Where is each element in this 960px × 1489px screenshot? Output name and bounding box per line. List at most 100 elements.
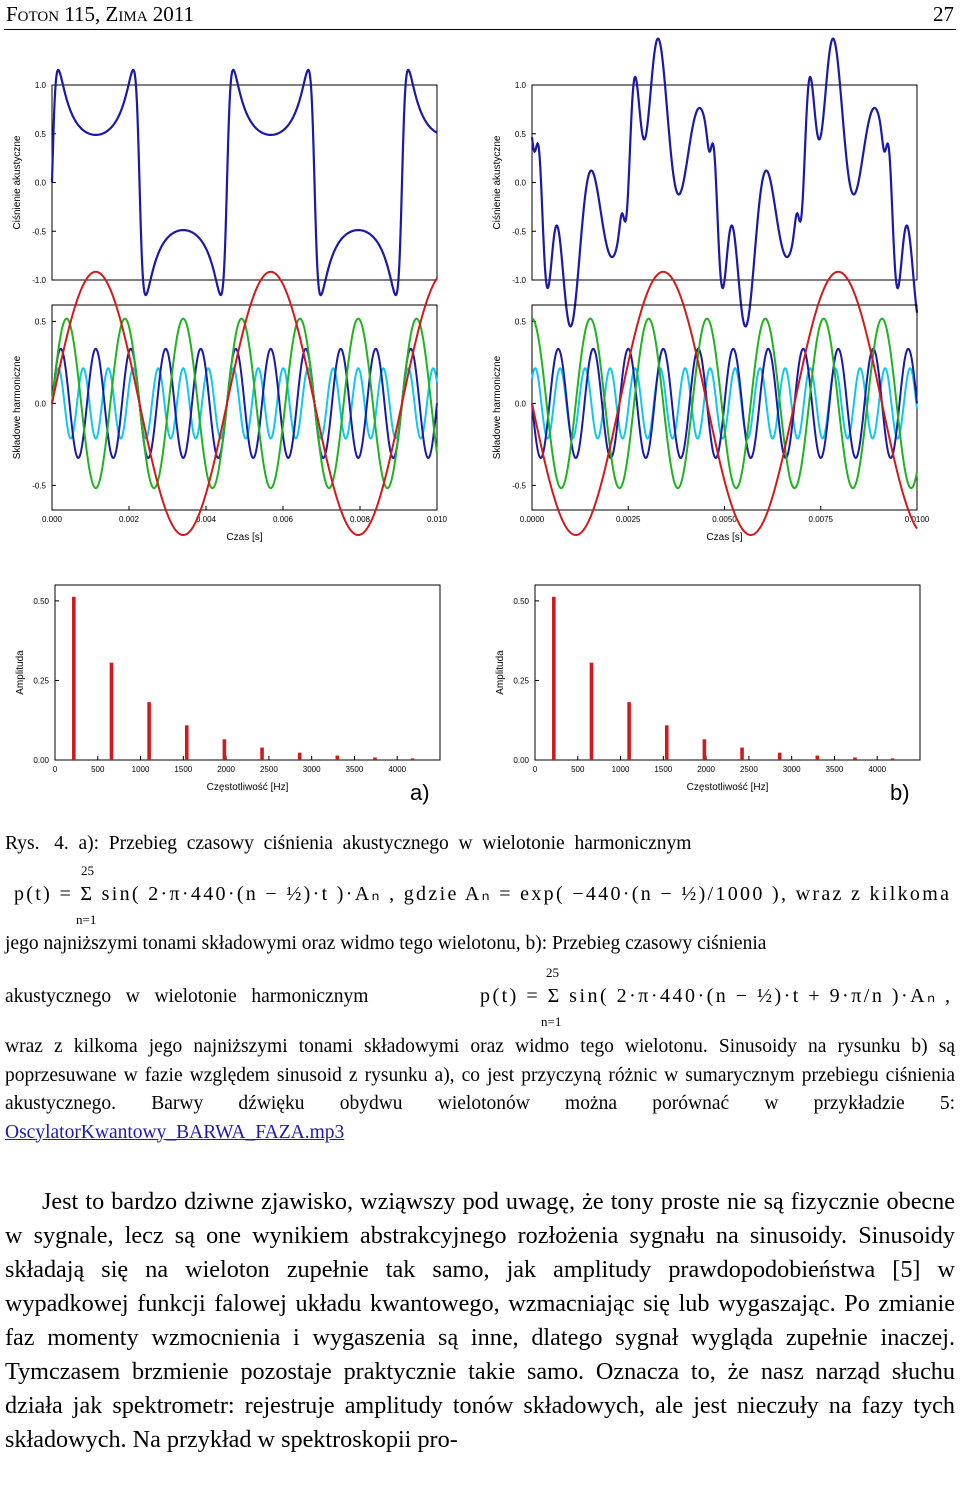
y-tick-label: 0.25 — [513, 676, 529, 685]
y-axis-label: Składowe harmoniczne — [12, 355, 23, 459]
pressure-waveform — [530, 37, 919, 328]
page-number: 27 — [933, 2, 954, 26]
y-tick-label: 0.5 — [35, 130, 47, 139]
y-tick-label: 0.5 — [35, 317, 47, 326]
spectrum-bar — [260, 747, 264, 760]
y-axis-label: Ciśnienie akustyczne — [12, 135, 23, 229]
x-axis-label: Częstotliwość [Hz] — [687, 782, 769, 793]
spectrum-bar — [335, 755, 340, 760]
body-paragraph: Jest to bardzo dziwne zjawisko, wziąwszy… — [5, 1185, 955, 1457]
header-rule — [4, 29, 956, 30]
harmonic-n2 — [531, 317, 918, 490]
y-tick-label: 0.0 — [515, 399, 527, 408]
x-tick-label: 4000 — [388, 765, 406, 774]
y-tick-label: 0.5 — [515, 317, 527, 326]
y-tick-label: 0.00 — [513, 756, 529, 765]
audio-example-link[interactable]: OscylatorKwantowy_BARWA_FAZA.mp3 — [5, 1121, 345, 1143]
pressure-waveform — [50, 68, 438, 297]
y-tick-label: -0.5 — [32, 481, 46, 490]
spectrum-bar — [853, 757, 857, 760]
x-tick-label: 0.0100 — [905, 515, 930, 524]
x-tick-label: 500 — [571, 765, 585, 774]
x-tick-label: 0.0025 — [616, 515, 641, 524]
spectrum-bar — [373, 757, 377, 760]
x-tick-label: 0.000 — [42, 515, 63, 524]
spectrum-bar — [589, 662, 594, 760]
spectrum-bar — [147, 702, 151, 760]
harmonic-n3 — [51, 347, 438, 460]
plot-frame — [534, 584, 921, 761]
x-tick-label: 3000 — [783, 765, 801, 774]
y-axis-label: Amplituda — [15, 650, 26, 695]
spectrum-bar — [184, 725, 189, 760]
equation-1: 25 n=1 p(t) = Σ sin( 2·π·440·(n − ½)·t )… — [14, 863, 949, 927]
chart-a-spectrum: 0.50 0.25 0.00 0 500 1000 1500 2000 2500 3000 3500… — [15, 584, 441, 805]
spectrum-bar — [410, 758, 415, 760]
x-tick-label: 0.0075 — [809, 515, 834, 524]
sum2-lower-limit: n=1 — [541, 1014, 561, 1029]
y-tick-label: 1.0 — [35, 81, 47, 90]
x-tick-label: 3500 — [346, 765, 364, 774]
y-tick-label: -1.0 — [32, 276, 46, 285]
sum-lower-limit: n=1 — [76, 912, 96, 927]
y-tick-label: 0.0 — [35, 179, 47, 188]
panel-label: b) — [890, 780, 910, 805]
chart-b-pressure: 1.0 0.5 0.0 -0.5 -1.0 Ciśnienie akustyczne — [492, 37, 919, 328]
y-tick-label: 0.0 — [35, 399, 47, 408]
chart-a-harmonics: 0.5 0.0 -0.5 0.000 0.002 0.004 0.006 0.008 0.010… — [12, 270, 448, 543]
equation-1-text: p(t) = Σ sin( 2·π·440·(n − ½)·t )·Aₙ , g… — [14, 883, 949, 905]
y-tick-label: -1.0 — [512, 276, 526, 285]
caption-line-2: jego najniższymi tonami składowymi oraz … — [5, 933, 767, 954]
y-tick-label: 0.50 — [33, 597, 49, 606]
x-tick-label: 0.008 — [350, 515, 371, 524]
y-tick-label: 0.00 — [33, 756, 49, 765]
spectrum-bar — [297, 752, 302, 760]
running-header: Foton 115, Zima 2011 27 — [6, 2, 954, 28]
caption-line-3: akustycznego w wielotonie harmonicznym — [5, 986, 368, 1007]
x-tick-label: 0 — [53, 765, 58, 774]
spectrum-bar — [890, 758, 895, 760]
y-tick-label: 0.50 — [513, 597, 529, 606]
x-tick-label: 2500 — [740, 765, 758, 774]
sum2-upper-limit: 25 — [546, 965, 559, 980]
x-tick-label: 1500 — [654, 765, 672, 774]
x-tick-label: 2000 — [697, 765, 715, 774]
spectrum-bar — [740, 747, 744, 760]
y-tick-label: 0.25 — [33, 676, 49, 685]
y-axis-label: Składowe harmoniczne — [492, 355, 503, 459]
figure-caption: Rys. 4. a): Przebieg czasowy ciśnienia a… — [5, 830, 955, 858]
x-tick-label: 0.0050 — [712, 515, 737, 524]
y-tick-label: -0.5 — [512, 481, 526, 490]
spectrum-bar — [109, 662, 114, 760]
equation-2-row: akustycznego w wielotonie harmonicznym 2… — [5, 965, 950, 1029]
caption-rest: wraz z kilkoma jego najniższymi tonami s… — [5, 1036, 955, 1114]
x-tick-label: 1500 — [174, 765, 192, 774]
x-tick-label: 2500 — [260, 765, 278, 774]
journal-title: Foton 115, Zima 2011 — [6, 2, 195, 26]
x-tick-label: 0.004 — [196, 515, 217, 524]
harmonic-n1 — [51, 270, 438, 537]
plot-frame — [54, 584, 441, 761]
spectrum-bar — [664, 725, 669, 760]
caption-line-1: Rys. 4. a): Przebieg czasowy ciśnienia a… — [5, 833, 692, 854]
y-tick-label: -0.5 — [512, 227, 526, 236]
x-tick-label: 0.010 — [427, 515, 448, 524]
x-axis-label: Czas [s] — [706, 532, 742, 543]
y-axis-label: Ciśnienie akustyczne — [492, 135, 503, 229]
x-tick-label: 1000 — [612, 765, 630, 774]
y-tick-label: 1.0 — [515, 81, 527, 90]
y-tick-label: -0.5 — [32, 227, 46, 236]
y-tick-label: 0.0 — [515, 179, 527, 188]
spectrum-bar — [777, 752, 782, 760]
x-tick-label: 2000 — [217, 765, 235, 774]
equation-2-text: p(t) = Σ sin( 2·π·440·(n − ½)·t + 9·π/n … — [480, 985, 950, 1007]
x-tick-label: 1000 — [132, 765, 150, 774]
harmonic-n4 — [51, 367, 438, 440]
harmonic-n1 — [531, 270, 918, 537]
x-axis-label: Czas [s] — [226, 532, 262, 543]
x-tick-label: 0.0000 — [520, 515, 545, 524]
y-tick-label: 0.5 — [515, 130, 527, 139]
chart-b-harmonics: 0.5 0.0 -0.5 0.0000 0.0025 0.0050 0.0075 0.0100… — [492, 270, 930, 543]
x-tick-label: 0.002 — [119, 515, 140, 524]
spectrum-bar — [552, 596, 556, 760]
